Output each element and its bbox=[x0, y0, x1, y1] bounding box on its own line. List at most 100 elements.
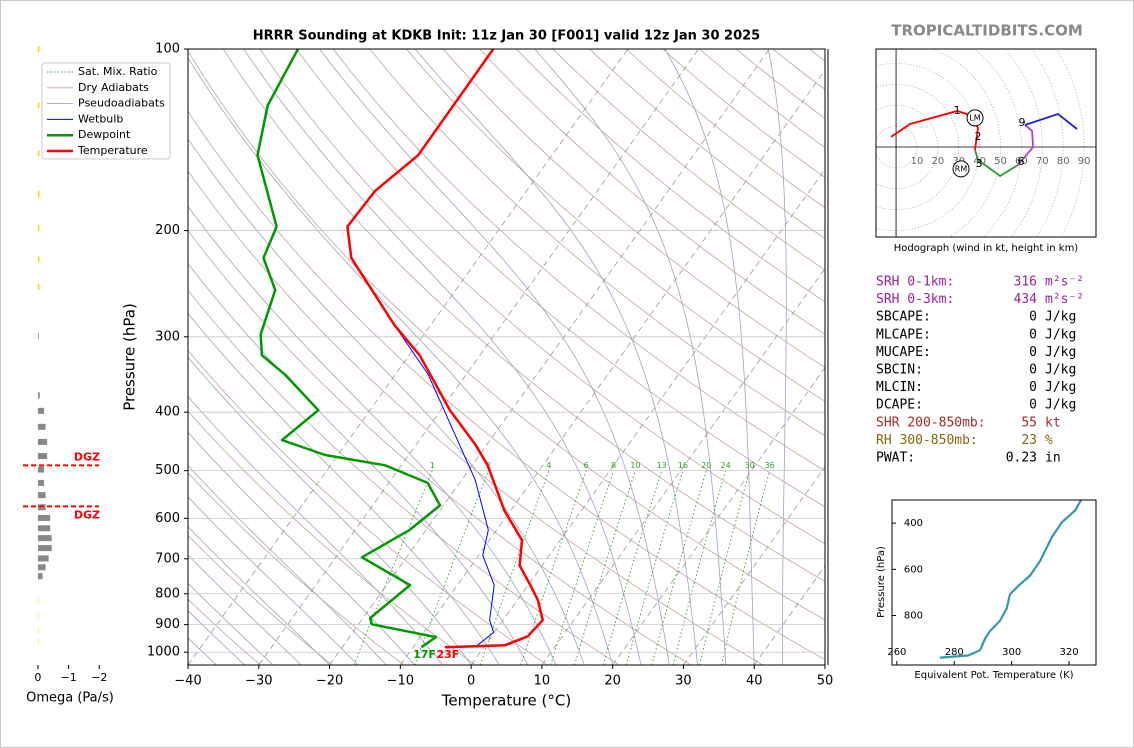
stat-unit: % bbox=[1045, 433, 1053, 448]
mixing-ratio-line bbox=[574, 470, 636, 665]
storm-motion-marker bbox=[966, 109, 984, 127]
dry-adiabat bbox=[188, 472, 405, 665]
x-tick-label: 300 bbox=[1002, 647, 1021, 658]
hodo-tick-label: 20 bbox=[931, 156, 944, 167]
pseudoadiabat bbox=[188, 356, 472, 665]
stat-label: SHR 200-850mb: bbox=[876, 415, 986, 430]
dry-adiabat bbox=[406, 49, 825, 402]
dry-adiabat bbox=[296, 49, 825, 508]
hodo-segment bbox=[1017, 124, 1035, 166]
dry-adiabat bbox=[259, 49, 825, 545]
mixing-ratio-line bbox=[602, 470, 663, 665]
profile-line bbox=[346, 49, 544, 649]
y-axis-label: Pressure (hPa) bbox=[876, 546, 887, 618]
mixing-ratio-label: 36 bbox=[765, 461, 775, 470]
dry-adiabat bbox=[188, 50, 825, 621]
stat-label: SRH 0-3km: bbox=[876, 292, 954, 307]
y-axis-label: Pressure (hPa) bbox=[121, 303, 139, 411]
x-tick-label: −10 bbox=[387, 674, 414, 689]
pseudoadiabat bbox=[188, 582, 274, 665]
x-axis-label: Omega (Pa/s) bbox=[26, 691, 114, 706]
dry-adiabat bbox=[188, 349, 548, 665]
stat-unit: m²s⁻² bbox=[1045, 275, 1084, 290]
y-tick-label: 800 bbox=[904, 611, 923, 622]
dry-adiabat bbox=[516, 49, 825, 303]
x-axis-label: Equivalent Pot. Temperature (K) bbox=[914, 670, 1073, 681]
omega-bar bbox=[37, 102, 40, 109]
omega-bar bbox=[37, 191, 40, 198]
stat-unit: in bbox=[1045, 451, 1061, 466]
omega-bar bbox=[37, 407, 45, 414]
legend-box bbox=[41, 62, 171, 160]
stat-unit: J/kg bbox=[1045, 310, 1076, 325]
mixing-ratio-label: 30 bbox=[745, 461, 755, 470]
omega-bar bbox=[37, 423, 46, 430]
dry-adiabat bbox=[188, 229, 692, 665]
mixing-ratio-label: 20 bbox=[701, 461, 711, 470]
x-tick-label: 20 bbox=[604, 674, 621, 689]
stat-unit: J/kg bbox=[1045, 398, 1076, 413]
mixing-ratio-line bbox=[651, 470, 707, 665]
x-tick-label: −40 bbox=[174, 674, 201, 689]
stat-value: 316 bbox=[1014, 275, 1037, 290]
x-tick-label: 260 bbox=[887, 647, 906, 658]
stat-label: RH 300-850mb: bbox=[876, 433, 978, 448]
legend-label: Temperature bbox=[77, 144, 148, 157]
omega-bar bbox=[37, 392, 40, 399]
mixing-ratio-line bbox=[625, 470, 684, 665]
pseudoadiabat bbox=[188, 312, 500, 665]
omega-bar bbox=[37, 466, 45, 473]
omega-bar bbox=[37, 46, 40, 52]
omega-bar bbox=[37, 256, 40, 263]
pseudoadiabat bbox=[188, 465, 387, 665]
y-tick-label: 400 bbox=[155, 405, 180, 420]
mixing-ratio-label: 24 bbox=[720, 461, 730, 470]
omega-bar bbox=[37, 612, 39, 619]
mixing-ratio-line bbox=[699, 470, 751, 665]
stat-label: SRH 0-1km: bbox=[876, 275, 954, 290]
background-lines bbox=[188, 49, 825, 665]
omega-bar bbox=[37, 535, 52, 542]
pseudoadiabat bbox=[188, 263, 529, 665]
dry-adiabat bbox=[369, 49, 825, 437]
chart-title: HRRR Sounding at KDKB Init: 11z Jan 30 [… bbox=[253, 29, 760, 44]
hodo-tick-label: 60 bbox=[1015, 156, 1028, 167]
stat-value: 0 bbox=[1029, 345, 1037, 360]
legend-label: Dry Adiabats bbox=[78, 81, 149, 94]
storm-motion-marker bbox=[952, 160, 970, 178]
legend: Sat. Mix. Ratio Dry Adiabats Pseudoadiabat… bbox=[41, 62, 171, 160]
omega-bar bbox=[37, 545, 52, 552]
isotherm-grid-line bbox=[258, 49, 699, 665]
hodo-tick-label: 70 bbox=[1036, 156, 1049, 167]
omega-bar bbox=[37, 573, 43, 580]
stat-value: 0.23 bbox=[1006, 451, 1037, 466]
hodograph-plot bbox=[876, 49, 1096, 237]
height-label: 3 bbox=[976, 157, 983, 170]
stat-label: SBCIN: bbox=[876, 363, 923, 378]
series-group bbox=[256, 49, 544, 649]
stat-value: 0 bbox=[1029, 327, 1037, 342]
stat-label: MUCAPE: bbox=[876, 345, 931, 360]
omega-bar bbox=[37, 525, 51, 532]
omega-bar bbox=[37, 597, 39, 604]
stat-label: SBCAPE: bbox=[876, 310, 931, 325]
y-tick-label: 500 bbox=[155, 463, 180, 478]
legend-label: Sat. Mix. Ratio bbox=[78, 65, 158, 78]
x-tick-label: 30 bbox=[675, 674, 692, 689]
surface-label: 17F bbox=[413, 648, 436, 661]
stat-value: 0 bbox=[1029, 363, 1037, 378]
dry-adiabat bbox=[222, 49, 825, 582]
isotherm-grid-line bbox=[188, 49, 629, 665]
surface-label: 23F bbox=[436, 648, 459, 661]
pseudoadiabat bbox=[188, 396, 444, 665]
x-tick-label: 0 bbox=[467, 674, 475, 689]
omega-bar bbox=[37, 492, 46, 499]
brand: TROPICALTIDBITS.COM bbox=[891, 22, 1083, 40]
mixing-ratio-label: 1 bbox=[430, 461, 435, 470]
dry-adiabat bbox=[188, 410, 476, 665]
pseudoadiabat bbox=[188, 431, 415, 665]
dgz-label: DGZ bbox=[74, 508, 100, 521]
